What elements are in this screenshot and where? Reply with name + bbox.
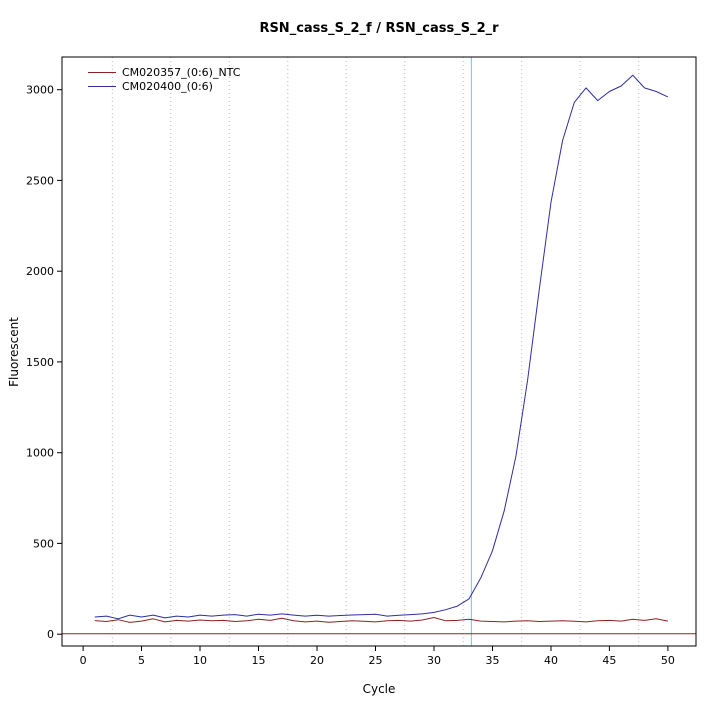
svg-text:1500: 1500 [26, 356, 54, 369]
x-axis-ticks [82, 646, 669, 651]
legend-line-swatch-sample [88, 85, 116, 87]
x-tick-labels: 0 5 10 15 20 25 30 35 40 45 50 [80, 654, 675, 667]
svg-text:3000: 3000 [26, 84, 54, 97]
legend-label-sample: CM020400_(0:6) [122, 79, 213, 93]
svg-text:2000: 2000 [26, 265, 54, 278]
series-line-1 [94, 74, 669, 620]
y-axis-ticks [57, 89, 62, 635]
svg-text:20: 20 [310, 654, 324, 667]
legend-label-ntc: CM020357_(0:6)_NTC [122, 65, 241, 79]
svg-text:0: 0 [80, 654, 87, 667]
y-tick-labels: 0 500 1000 1500 2000 2500 3000 [26, 84, 54, 642]
svg-text:5: 5 [138, 654, 145, 667]
plot-box [61, 56, 697, 647]
svg-text:25: 25 [369, 654, 383, 667]
series-line-0 [94, 617, 668, 623]
svg-text:15: 15 [252, 654, 266, 667]
svg-text:40: 40 [544, 654, 558, 667]
svg-text:50: 50 [661, 654, 675, 667]
svg-text:500: 500 [33, 537, 54, 550]
svg-text:35: 35 [486, 654, 500, 667]
svg-text:2500: 2500 [26, 174, 54, 187]
legend: CM020357_(0:6)_NTC CM020400_(0:6) [88, 65, 240, 93]
svg-text:45: 45 [602, 654, 616, 667]
y-axis-label: Fluorescent [7, 317, 21, 387]
svg-text:10: 10 [193, 654, 207, 667]
legend-item-ntc: CM020357_(0:6)_NTC [88, 65, 240, 79]
chart-title: RSN_cass_S_2_f / RSN_cass_S_2_r [259, 21, 499, 36]
svg-text:30: 30 [427, 654, 441, 667]
gridlines [111, 57, 640, 646]
legend-line-swatch-ntc [88, 71, 116, 73]
x-axis-label: Cycle [362, 682, 396, 696]
legend-item-sample: CM020400_(0:6) [88, 79, 240, 93]
svg-text:1000: 1000 [26, 447, 54, 460]
svg-text:0: 0 [47, 628, 54, 641]
